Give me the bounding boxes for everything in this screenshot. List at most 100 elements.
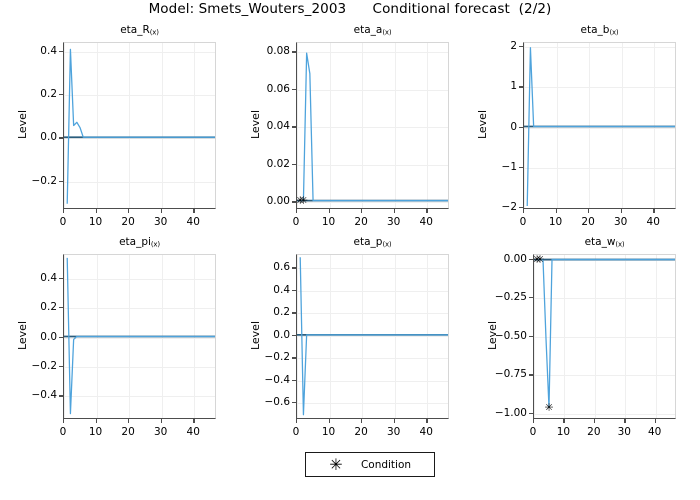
grid-line-horizontal [524,207,675,208]
grid-line-horizontal [64,278,215,280]
grid-line-horizontal [297,89,448,91]
x-tick-label: 20 [587,426,601,438]
figure-suptitle: Model: Smets_Wouters_2003 Conditional fo… [148,1,552,17]
x-tick-mark [328,209,330,213]
x-tick-label: 20 [354,216,368,228]
x-tick-mark [160,209,162,213]
y-tick-mark [59,307,63,309]
grid-line-horizontal [297,313,448,315]
subplot-title: eta_b(x) [503,24,696,36]
condition-marker-icon: ✳ [296,194,305,207]
grid-line-horizontal [534,375,675,377]
y-tick-label: −1 [501,160,517,173]
grid-line-horizontal [297,403,448,405]
grid-line-vertical [427,43,429,208]
plot-area [296,254,449,419]
y-tick-label: 0.6 [273,261,290,274]
x-tick-mark [160,419,162,423]
y-tick-mark [519,86,523,88]
x-tick-label: 30 [613,216,628,228]
grid-line-horizontal [524,167,675,169]
x-tick-label: 20 [121,216,135,228]
y-tick-mark [59,137,63,139]
x-tick-label: 0 [59,216,67,228]
condition-marker-icon: ✳ [329,454,343,474]
plot-area [63,254,216,419]
x-tick-label: 40 [186,216,200,228]
x-tick-label: 30 [617,426,631,438]
y-tick-mark [292,201,296,203]
y-tick-label: 0.2 [40,88,57,101]
series-line-forecast [66,257,215,415]
y-tick-label: −0.75 [494,368,527,381]
subplot-title: eta_a(x) [276,24,469,36]
x-tick-mark [620,209,622,213]
x-tick-label: 20 [121,426,135,438]
grid-line-vertical [625,255,627,418]
x-tick-mark [296,209,298,213]
grid-line-horizontal [64,337,215,339]
series-line-forecast [66,48,215,204]
x-tick-mark [523,209,525,213]
x-tick-mark [328,419,330,423]
subplot-title-text: eta_a [353,24,383,36]
y-tick-mark [519,206,523,209]
y-tick-mark [59,336,63,338]
y-tick-mark [59,94,63,96]
y-tick-mark [292,334,296,337]
chart-legend: ✳ Condition [305,452,435,477]
x-tick-label: 0 [292,216,300,228]
grid-line-horizontal [297,335,448,337]
y-tick-label: −0.4 [264,373,291,386]
x-tick-mark [593,419,596,423]
grid-line-horizontal [64,396,215,398]
x-tick-label: 10 [321,426,336,438]
y-tick-label: 0.06 [266,82,290,95]
x-tick-mark [95,419,97,423]
grid-line-horizontal [64,366,215,368]
grid-line-vertical [297,43,298,208]
x-tick-label: 40 [419,426,433,438]
grid-line-vertical [654,43,656,208]
y-tick-mark [292,126,296,128]
y-tick-mark [292,88,296,91]
y-tick-label: −0.4 [31,389,58,402]
y-tick-label: 0.0 [40,131,57,144]
x-tick-mark [361,209,363,213]
series-line-forecast [300,52,448,202]
grid-line-horizontal [297,290,448,292]
subplot-title-text: eta_pi [119,236,151,248]
grid-line-vertical [655,255,657,418]
x-tick-label: 30 [386,216,401,228]
x-tick-mark [533,419,535,423]
y-tick-mark [519,166,523,169]
x-tick-label: 30 [153,426,168,438]
subplot-eta-b: eta_b(x) Level −2 −1 0 1 2 0 10 20 30 40 [466,24,700,234]
data-layer [64,257,215,415]
y-tick-label: 0.4 [40,271,57,284]
grid-line-vertical [394,43,396,208]
x-tick-mark [193,419,195,423]
subplot-title: eta_pi(x) [43,236,236,248]
grid-line-horizontal [297,268,448,270]
subplot-title-subscript: (x) [615,240,625,249]
x-tick-label: 0 [59,426,67,438]
grid-line-vertical [556,43,558,208]
grid-line-horizontal [297,202,448,204]
x-tick-mark [654,419,656,423]
x-tick-label: 10 [321,216,336,228]
y-tick-label: 0.00 [266,195,290,208]
x-tick-mark [361,419,363,423]
grid-line-vertical [129,43,131,208]
data-layer [524,47,675,207]
grid-line-horizontal [297,127,448,129]
x-tick-label: 10 [548,216,563,228]
y-tick-mark [292,379,296,381]
grid-line-horizontal [534,336,675,338]
y-tick-mark [292,267,296,269]
plot-area: ✳ ✳ [296,42,449,209]
grid-line-vertical [534,255,535,418]
x-tick-mark [624,419,626,423]
y-tick-label: −0.2 [31,174,58,187]
y-tick-mark [519,46,523,48]
